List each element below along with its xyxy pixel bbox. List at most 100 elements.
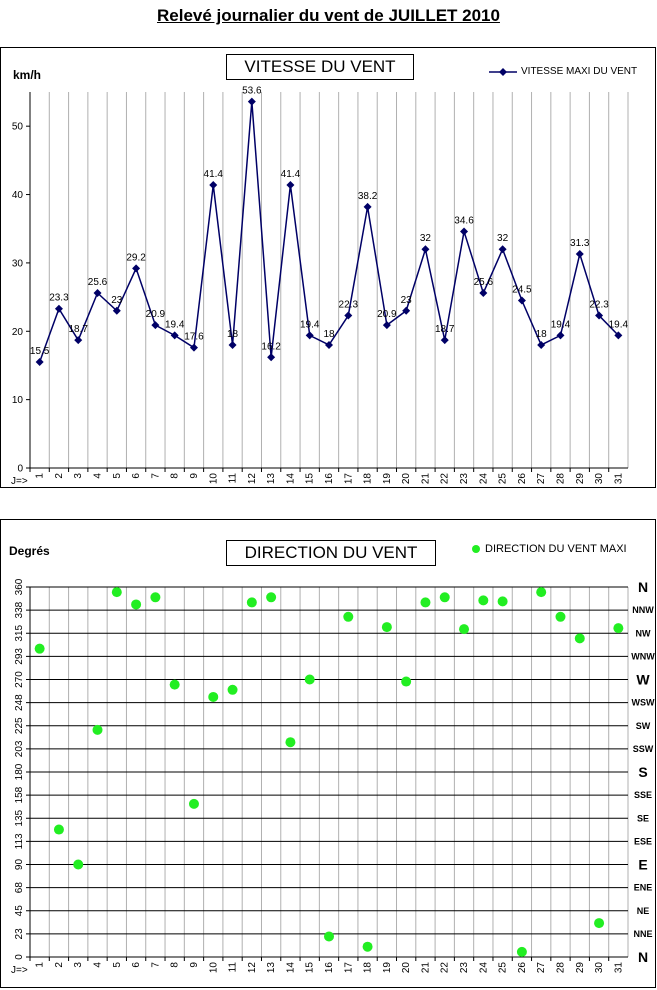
speed-point-marker [479, 288, 488, 297]
direction-compass-label: ESE [634, 836, 652, 846]
speed-point-marker [267, 353, 276, 362]
direction-y-tick-label: 0 [14, 954, 25, 960]
speed-x-tick-label: 23 [459, 473, 470, 485]
direction-x-tick-label: 1 [35, 962, 46, 968]
speed-data-label: 32 [497, 233, 509, 244]
speed-x-tick-label: 19 [382, 473, 393, 485]
direction-y-tick-label: 68 [14, 882, 25, 894]
speed-data-label: 31.3 [570, 238, 590, 249]
direction-x-tick-label: 2 [54, 962, 65, 968]
speed-y-tick-label: 0 [17, 464, 23, 475]
speed-data-label: 23.3 [49, 293, 69, 304]
speed-data-label: 41.4 [281, 169, 301, 180]
speed-data-label: 20.9 [377, 309, 397, 320]
direction-x-tick-label: 19 [382, 962, 393, 974]
direction-x-tick-label: 5 [112, 962, 123, 968]
speed-axis-unit: km/h [13, 68, 42, 82]
direction-x-tick-label: 17 [343, 962, 354, 974]
speed-point-marker [228, 340, 237, 349]
speed-point-marker [74, 336, 83, 345]
direction-compass-label: NE [637, 906, 650, 916]
direction-point [324, 931, 334, 942]
speed-point-marker [286, 180, 295, 189]
speed-point-marker [170, 331, 179, 340]
speed-point-marker [54, 304, 63, 313]
speed-data-label: 38.2 [358, 191, 378, 202]
direction-compass-label: SW [636, 721, 651, 731]
direction-x-tick-label: 23 [459, 962, 470, 974]
direction-point [169, 679, 180, 690]
direction-point [401, 676, 412, 687]
speed-point-marker [93, 288, 102, 297]
speed-data-label: 18.7 [435, 324, 455, 335]
direction-point [92, 724, 103, 735]
speed-data-label: 34.6 [454, 215, 474, 226]
direction-point [420, 597, 431, 608]
speed-point-marker [247, 97, 256, 106]
direction-y-tick-label: 180 [14, 763, 25, 780]
direction-compass-label: ENE [634, 883, 653, 893]
direction-point [53, 824, 64, 835]
direction-compass-label: NNW [632, 605, 654, 615]
direction-compass-label: SE [637, 813, 649, 823]
speed-x-tick-label: 2 [54, 473, 65, 479]
speed-y-tick-label: 40 [12, 190, 24, 201]
direction-y-tick-label: 23 [14, 928, 25, 940]
speed-point-marker [402, 306, 411, 315]
direction-point [131, 599, 142, 610]
direction-point [516, 946, 527, 957]
direction-y-tick-label: 315 [14, 624, 25, 641]
speed-data-label: 17.6 [184, 332, 204, 343]
direction-compass-label: W [636, 672, 650, 688]
speed-point-marker [112, 306, 121, 315]
speed-point-marker [382, 321, 391, 330]
direction-point [266, 592, 277, 603]
direction-x-tick-label: 15 [305, 962, 316, 974]
speed-point-marker [363, 202, 372, 211]
direction-x-tick-label: 12 [247, 962, 258, 974]
direction-x-tick-label: 26 [517, 962, 528, 974]
speed-x-tick-label: 27 [536, 473, 547, 485]
speed-data-label: 32 [420, 233, 432, 244]
direction-point [478, 595, 489, 606]
speed-x-tick-label: 10 [208, 473, 219, 485]
direction-point [246, 597, 257, 608]
direction-point [613, 623, 624, 634]
speed-data-label: 19.4 [551, 319, 571, 330]
speed-data-label: 20.9 [146, 309, 166, 320]
direction-x-tick-label: 14 [285, 962, 296, 974]
speed-point-marker [189, 343, 198, 352]
direction-x-tick-label: 18 [363, 962, 374, 974]
speed-point-marker [498, 245, 507, 254]
direction-y-tick-label: 270 [14, 671, 25, 688]
direction-compass-label: WNW [631, 651, 655, 661]
direction-y-tick-label: 90 [14, 859, 25, 871]
direction-point [536, 587, 547, 598]
speed-x-tick-label: 28 [555, 473, 566, 485]
direction-x-tick-label: 3 [73, 962, 84, 968]
speed-chart-panel: km/h VITESSE DU VENT VITESSE MAXI DU VEN… [0, 47, 656, 488]
direction-x-tick-label: 11 [228, 962, 239, 973]
direction-y-tick-label: 360 [14, 578, 25, 595]
speed-x-tick-label: 16 [324, 473, 335, 485]
direction-x-tick-label: 31 [613, 962, 624, 974]
direction-compass-label: E [638, 857, 647, 873]
speed-point-marker [537, 340, 546, 349]
speed-point-marker [344, 311, 353, 320]
direction-x-tick-label: 28 [555, 962, 566, 974]
speed-x-tick-label: 18 [363, 473, 374, 485]
direction-y-tick-label: 338 [14, 601, 25, 618]
speed-point-marker [305, 331, 314, 340]
direction-x-tick-label: 7 [150, 962, 161, 968]
speed-x-tick-label: 25 [498, 473, 509, 485]
speed-data-label: 18 [536, 329, 548, 340]
speed-x-tick-label: 24 [478, 473, 489, 485]
direction-y-tick-label: 225 [14, 717, 25, 734]
speed-x-tick-label: 21 [420, 473, 431, 485]
speed-legend-marker [489, 67, 517, 76]
direction-y-tick-label: 135 [14, 809, 25, 826]
speed-y-tick-label: 10 [12, 395, 24, 406]
speed-x-tick-label: 11 [228, 473, 239, 484]
direction-x-tick-label: 29 [575, 962, 586, 974]
